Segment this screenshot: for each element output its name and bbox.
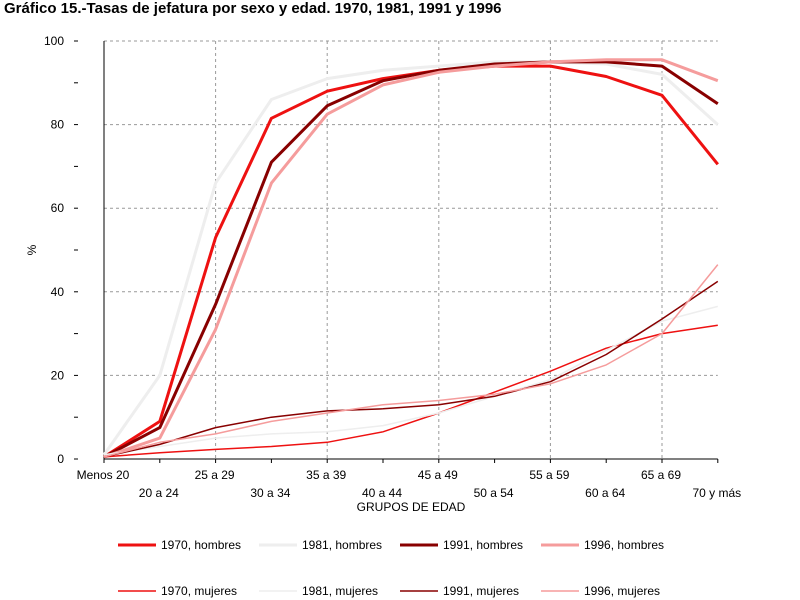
x-tick-label: 30 a 34 <box>250 486 290 500</box>
x-axis-label: GRUPOS DE EDAD <box>357 500 466 514</box>
x-tick-label: 55 a 59 <box>529 468 569 482</box>
series-line <box>103 58 719 459</box>
x-tick-label: 20 a 24 <box>139 486 179 500</box>
x-tick-label: 40 a 44 <box>362 486 402 500</box>
legend-label: 1996, hombres <box>584 538 664 552</box>
tick-labels: 0 20 40 60 80 100 Menos 20 20 a 24 25 a 29 30 a 3… <box>44 34 741 500</box>
y-tick-label: 40 <box>51 285 65 299</box>
x-tick-label: 25 a 29 <box>195 468 235 482</box>
legend-label: 1981, hombres <box>302 538 382 552</box>
y-tick-label: 0 <box>57 452 64 466</box>
x-tick-label: Menos 20 <box>77 468 130 482</box>
x-tick-label: 70 y más <box>692 486 741 500</box>
x-tick-label: 60 a 64 <box>585 486 625 500</box>
x-tick-label: 45 a 49 <box>418 468 458 482</box>
x-tick-label: 50 a 54 <box>474 486 514 500</box>
y-axis-label: % <box>25 244 39 255</box>
axes <box>74 40 719 463</box>
series-line <box>103 264 719 458</box>
x-tick-label: 35 a 39 <box>306 468 346 482</box>
legend-label: 1991, mujeres <box>443 584 519 598</box>
series-line <box>102 60 719 456</box>
series-line <box>103 280 719 458</box>
grid-lines <box>103 40 718 459</box>
series-lines <box>102 58 719 459</box>
legend-label: 1981, mujeres <box>302 584 378 598</box>
legend: 1970, hombres 1981, hombres 1991, hombres 1… <box>118 538 664 598</box>
series-line <box>103 305 718 456</box>
legend-label: 1991, hombres <box>443 538 523 552</box>
chart-title: Gráfico 15.-Tasas de jefatura por sexo y… <box>4 0 502 17</box>
legend-label: 1970, mujeres <box>161 584 237 598</box>
legend-label: 1996, mujeres <box>584 584 660 598</box>
y-tick-label: 100 <box>44 34 64 48</box>
x-tick-label: 65 a 69 <box>641 468 681 482</box>
y-tick-label: 20 <box>51 368 65 382</box>
y-tick-label: 80 <box>51 118 65 132</box>
legend-label: 1970, hombres <box>161 538 241 552</box>
series-line <box>103 60 719 459</box>
y-tick-label: 60 <box>51 201 65 215</box>
